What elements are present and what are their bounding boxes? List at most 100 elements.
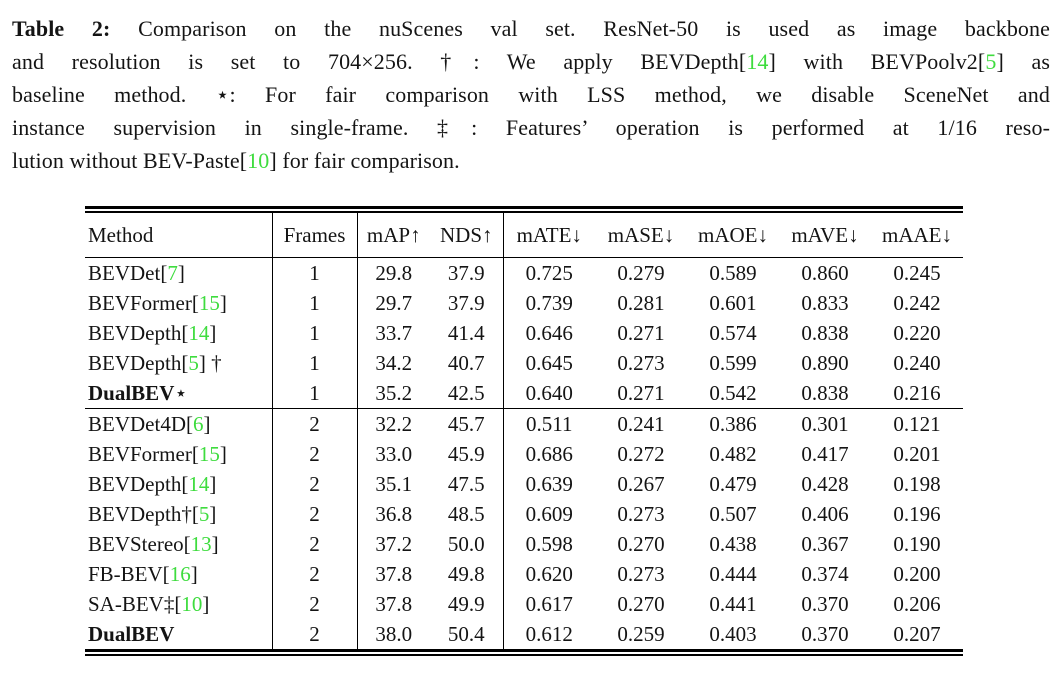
- citation-ref[interactable]: 5: [985, 49, 997, 74]
- table-row: BEVDet[7] 1 29.8 37.9 0.725 0.279 0.589 0.860 0.…: [85, 257, 963, 288]
- table-row: SA-BEV‡[10] 2 37.8 49.9 0.617 0.270 0.441 0.370…: [85, 589, 963, 619]
- method-name: ]: [177, 260, 185, 285]
- cell-maoe: 0.444: [709, 561, 757, 586]
- method-name: BEVStereo[: [88, 531, 191, 556]
- cell-maoe: 0.386: [687, 408, 779, 439]
- citation-ref[interactable]: 13: [190, 531, 212, 556]
- cell-mase: 0.273: [617, 561, 665, 586]
- caption-text: Comparison on the nuScenes val set. ResN…: [110, 16, 1050, 41]
- cell-mave: 0.367: [801, 531, 849, 556]
- cell-mase: 0.271: [617, 320, 665, 345]
- cell-frames: 2: [272, 439, 358, 469]
- cell-mave: 0.838: [801, 380, 849, 405]
- citation-ref[interactable]: 15: [198, 290, 220, 315]
- cell-maae: 0.121: [871, 408, 963, 439]
- cell-method: BEVDepth[14]: [85, 469, 273, 499]
- cell-maoe: 0.482: [709, 441, 757, 466]
- cell-mase: 0.270: [617, 531, 665, 556]
- cell-maoe: 0.403: [709, 621, 757, 646]
- citation-ref[interactable]: 16: [169, 561, 191, 586]
- cell-maoe: 0.601: [709, 290, 757, 315]
- cell-maae: 0.196: [893, 501, 941, 526]
- column-header-mate: mATE↓: [503, 213, 595, 258]
- cell-mase: 0.270: [617, 591, 665, 616]
- citation-ref[interactable]: 15: [198, 441, 220, 466]
- citation-ref[interactable]: 5: [188, 350, 199, 375]
- method-name: ]: [203, 411, 211, 436]
- cell-nds: 41.4: [430, 318, 504, 348]
- citation-ref[interactable]: 10: [181, 591, 203, 616]
- column-header-method: Method: [85, 213, 273, 258]
- cell-map: 33.7: [375, 320, 413, 345]
- method-name: ]: [211, 531, 219, 556]
- cell-mase: 0.267: [617, 471, 665, 496]
- method-name: ⋆: [174, 380, 188, 405]
- cell-frames: 2: [272, 529, 358, 559]
- caption-text: Table 2:: [12, 16, 111, 41]
- caption-line: lution without BEV-Paste[10] for fair co…: [12, 144, 1050, 177]
- cell-map: 36.8: [375, 501, 413, 526]
- cell-mave: 0.890: [801, 350, 849, 375]
- cell-nds: 40.7: [430, 348, 504, 378]
- cell-map: 37.8: [375, 591, 413, 616]
- table-row: BEVFormer[15] 2 33.0 45.9 0.686 0.272 0.482 0.4…: [85, 439, 963, 469]
- citation-ref[interactable]: 14: [188, 471, 210, 496]
- caption-text: ] as: [996, 49, 1050, 74]
- method-name: DualBEV: [88, 621, 175, 646]
- cell-maae: 0.207: [893, 621, 941, 646]
- table-row: BEVFormer[15] 1 29.7 37.9 0.739 0.281 0.601 0.8…: [85, 288, 963, 318]
- cell-map: 29.7: [375, 290, 413, 315]
- column-header-mave: mAVE↓: [779, 213, 871, 258]
- cell-maae: 0.242: [893, 290, 941, 315]
- cell-mate: 0.646: [525, 320, 573, 345]
- column-header-nds: NDS↑: [430, 213, 504, 258]
- cell-mave: 0.428: [801, 471, 849, 496]
- table-row: BEVDepth[5] † 1 34.2 40.7 0.645 0.273 0.599 0.8…: [85, 348, 963, 378]
- table-top-rule: [85, 206, 963, 213]
- table-header-row: Method Frames mAP↑ NDS↑ mATE↓ mASE↓ mAOE↓ mAVE↓…: [85, 213, 963, 258]
- results-table-grid: Method Frames mAP↑ NDS↑ mATE↓ mASE↓ mAOE↓ mAVE↓…: [85, 213, 963, 649]
- table-row: BEVStereo[13] 2 37.2 50.0 0.598 0.270 0.438 0.3…: [85, 529, 963, 559]
- cell-frames: 2: [272, 589, 358, 619]
- cell-mave: 0.374: [801, 561, 849, 586]
- cell-map: 34.2: [375, 350, 413, 375]
- cell-frames: 2: [272, 408, 358, 439]
- citation-ref[interactable]: 10: [247, 148, 270, 173]
- cell-frames: 2: [272, 499, 358, 529]
- citation-ref[interactable]: 14: [746, 49, 769, 74]
- method-name: ] †: [198, 350, 222, 375]
- cell-mate: 0.598: [525, 531, 573, 556]
- method-name: BEVDepth[: [88, 350, 189, 375]
- cell-nds: 49.9: [430, 589, 504, 619]
- cell-method: BEVDet[7]: [85, 257, 273, 288]
- cell-maae: 0.245: [893, 260, 941, 285]
- method-name: ]: [209, 471, 217, 496]
- cell-nds: 50.0: [430, 529, 504, 559]
- cell-mase: 0.272: [617, 441, 665, 466]
- caption-text: ] with BEVPoolv2[: [768, 49, 986, 74]
- cell-mave: 0.833: [801, 290, 849, 315]
- cell-maae: 0.206: [893, 591, 941, 616]
- method-name: BEVDet[: [88, 260, 168, 285]
- method-name: SA-BEV‡[: [88, 591, 182, 616]
- cell-mate: 0.612: [525, 621, 573, 646]
- cell-method: BEVFormer[15]: [85, 439, 273, 469]
- table-row: BEVDepth[14] 1 33.7 41.4 0.646 0.271 0.574 0.83…: [85, 318, 963, 348]
- cell-maae: 0.220: [893, 320, 941, 345]
- cell-method: BEVFormer[15]: [85, 288, 273, 318]
- caption-text: instance supervision in single-frame. ‡:…: [12, 115, 1050, 140]
- cell-method: BEVStereo[13]: [85, 529, 273, 559]
- caption-line: baseline method. ⋆: For fair comparison …: [12, 78, 1050, 111]
- citation-ref[interactable]: 5: [198, 501, 210, 526]
- column-header-frames: Frames: [272, 213, 358, 258]
- cell-nds: 42.5: [430, 378, 504, 409]
- cell-maoe: 0.542: [709, 380, 757, 405]
- cell-mate: 0.725: [525, 260, 573, 285]
- citation-ref[interactable]: 6: [192, 411, 204, 436]
- table-row: DualBEV 2 38.0 50.4 0.612 0.259 0.403 0.370 0.20…: [85, 619, 963, 649]
- cell-map: 38.0: [375, 621, 413, 646]
- citation-ref[interactable]: 7: [167, 260, 178, 285]
- citation-ref[interactable]: 14: [188, 320, 210, 345]
- column-header-maae: mAAE↓: [871, 213, 963, 258]
- cell-mase: 0.259: [617, 621, 665, 646]
